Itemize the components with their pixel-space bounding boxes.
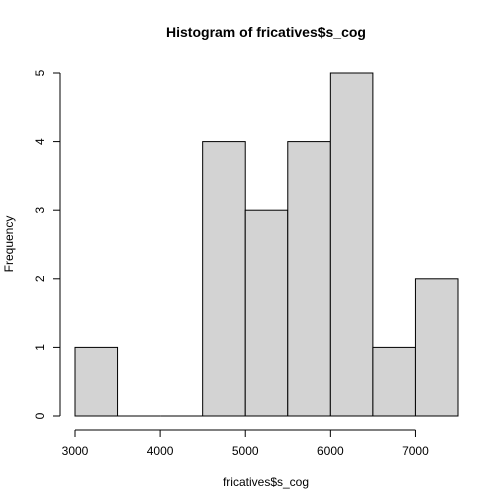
bars-group: [74, 72, 459, 417]
x-axis-label: fricatives$s_cog: [223, 475, 309, 489]
x-axis: 3000 4000 5000 6000 7000: [62, 429, 429, 458]
y-tick-label: 5: [33, 69, 47, 76]
x-tick-label: 4000: [147, 444, 174, 458]
histogram-bar: [287, 141, 331, 417]
y-tick-label: 3: [33, 207, 47, 214]
histogram-bar: [244, 209, 289, 417]
x-tick-label: 5000: [232, 444, 259, 458]
histogram-bar: [74, 346, 119, 417]
y-axis: 0 1 2 3 4 5: [33, 69, 61, 419]
y-tick-label: 4: [33, 138, 47, 145]
histogram-bar: [202, 141, 246, 417]
y-tick-label: 0: [33, 412, 47, 419]
y-axis-label: Frequency: [2, 216, 16, 273]
histogram-bar: [372, 346, 416, 417]
chart-title: Histogram of fricatives$s_cog: [166, 24, 366, 40]
y-tick-label: 2: [33, 275, 47, 282]
x-tick-label: 6000: [317, 444, 344, 458]
histogram-bar: [414, 278, 459, 417]
x-tick-label: 3000: [62, 444, 89, 458]
y-tick-label: 1: [33, 344, 47, 351]
histogram-bar: [329, 72, 374, 417]
x-tick-label: 7000: [402, 444, 429, 458]
